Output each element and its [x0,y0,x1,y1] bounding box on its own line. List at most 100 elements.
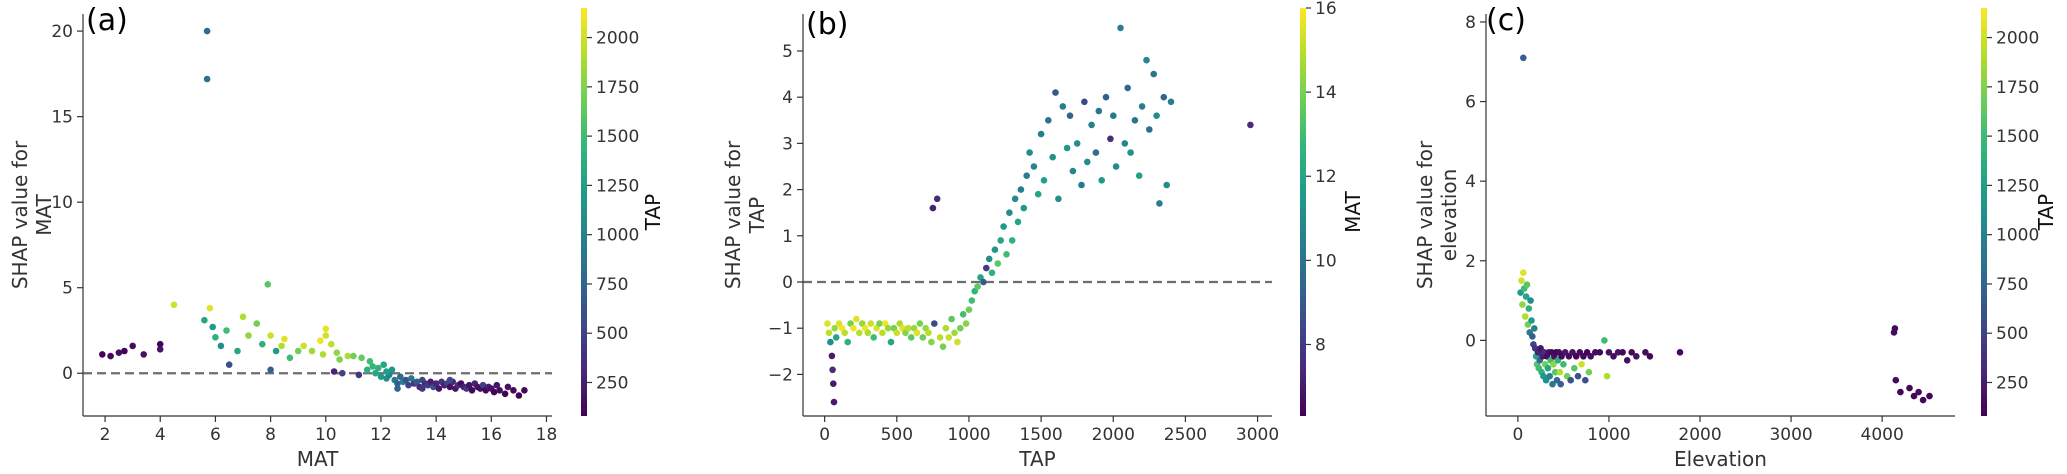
x-tick-label: 2500 [1164,425,1207,445]
colorbar-tick-label: 1000 [1996,226,2039,246]
x-tick-label: 3000 [1236,425,1279,445]
scatter-point [913,329,921,337]
x-axis-label: Elevation [1674,447,1767,471]
x-tick-label: 18 [536,425,558,445]
scatter-point [1030,163,1038,170]
colorbar-tick-label: 750 [1996,275,2028,295]
scatter-point [402,376,410,384]
x-tick-label: 14 [425,425,447,445]
scatter-point [991,246,999,253]
scatter-point [1619,349,1626,356]
scatter-point [929,204,937,212]
scatter-point [1676,349,1684,356]
y-axis-label-line: SHAP value for [1413,140,1437,289]
scatter-point [983,264,990,272]
x-axis-label: TAP [1018,447,1055,471]
scatter-point [369,363,377,370]
scatter-point [1160,93,1168,101]
scatter-point [994,260,1002,267]
colorbar-label: TAP [2034,194,2058,231]
colorbar-tick-label: 1500 [1996,127,2039,147]
scatter-point [170,301,178,309]
scatter-point [831,324,838,332]
scatter-point [884,324,892,332]
scatter-point [907,334,915,341]
scatter-point [1628,349,1635,356]
scatter-point [504,383,512,391]
scatter-point [931,320,938,327]
scatter-point [1117,24,1124,32]
scatter-point [405,381,412,389]
y-axis-label-line: TAP [745,197,769,234]
scatter-point [115,349,123,357]
scatter-point [140,351,147,358]
scatter-point [1167,98,1175,106]
y-tick-label: 2 [782,181,793,201]
scatter-point [1092,149,1100,156]
scatter-point [333,349,341,357]
scatter-point [1603,372,1611,380]
scatter-point [121,347,128,355]
scatter-point [1150,70,1157,78]
colorbar-tick-label: 500 [596,324,628,344]
colorbar-tick-label: 14 [1315,83,1337,103]
scatter-point [1008,237,1016,244]
y-axis-label: SHAP value forMAT [8,140,56,289]
scatter-point [358,354,365,362]
x-tick-label: 3000 [1769,425,1812,445]
colorbar-tick-label: 1250 [1996,176,2039,196]
scatter-point [521,387,528,394]
scatter-point [336,356,343,363]
scatter-point [322,332,330,339]
scatter-point [867,320,875,327]
scatter-point [1529,333,1536,340]
scatter-point [1518,277,1525,285]
scatter-point [945,334,953,341]
scatter-point [1520,54,1527,62]
scatter-point [870,334,877,341]
scatter-point [380,361,388,369]
scatter-point [510,387,517,394]
scatter-point [1098,177,1105,184]
scatter-point [965,306,973,314]
scatter-point [997,237,1004,244]
scatter-point [267,332,274,339]
scatter-point [928,338,935,346]
scatter-point [974,283,981,290]
scatter-point [951,329,958,337]
scatter-point [300,342,308,350]
scatter-point [1063,144,1071,152]
scatter-point [1519,301,1526,308]
y-axis-label-line: SHAP value for [721,140,745,289]
y-tick-label: 4 [782,88,793,108]
scatter-point [1574,372,1582,380]
scatter-point [1646,353,1654,360]
scatter-point [435,385,443,392]
scatter-point [203,75,211,83]
x-tick-label: 0 [1512,425,1523,445]
y-axis-label-line: elevation [1437,169,1461,262]
scatter-point [493,381,501,389]
x-tick-label: 10 [315,425,337,445]
scatter-point [827,338,834,346]
scatter-point [844,338,851,346]
x-tick-label: 2000 [1678,425,1721,445]
y-tick-label: −2 [768,365,793,385]
scatter-point [201,316,208,324]
scatter-point [879,329,886,337]
scatter-point [1549,380,1556,388]
scatter-point [1527,297,1534,304]
scatter-point [1906,384,1913,392]
scatter-point [1915,388,1922,396]
scatter-point [1124,84,1131,92]
scatter-point [1550,361,1557,368]
scatter-point [330,368,338,375]
scatter-point [245,332,252,339]
colorbar: 250 500 750 1000 1250 1500 1750 2000 TAP [581,8,665,416]
scatter-point [954,338,961,346]
y-tick-label: 6 [1465,93,1476,113]
scatter-point [959,311,967,318]
y-tick-label: 4 [1465,172,1476,192]
scatter-point [830,380,837,388]
scatter-point [156,340,164,348]
